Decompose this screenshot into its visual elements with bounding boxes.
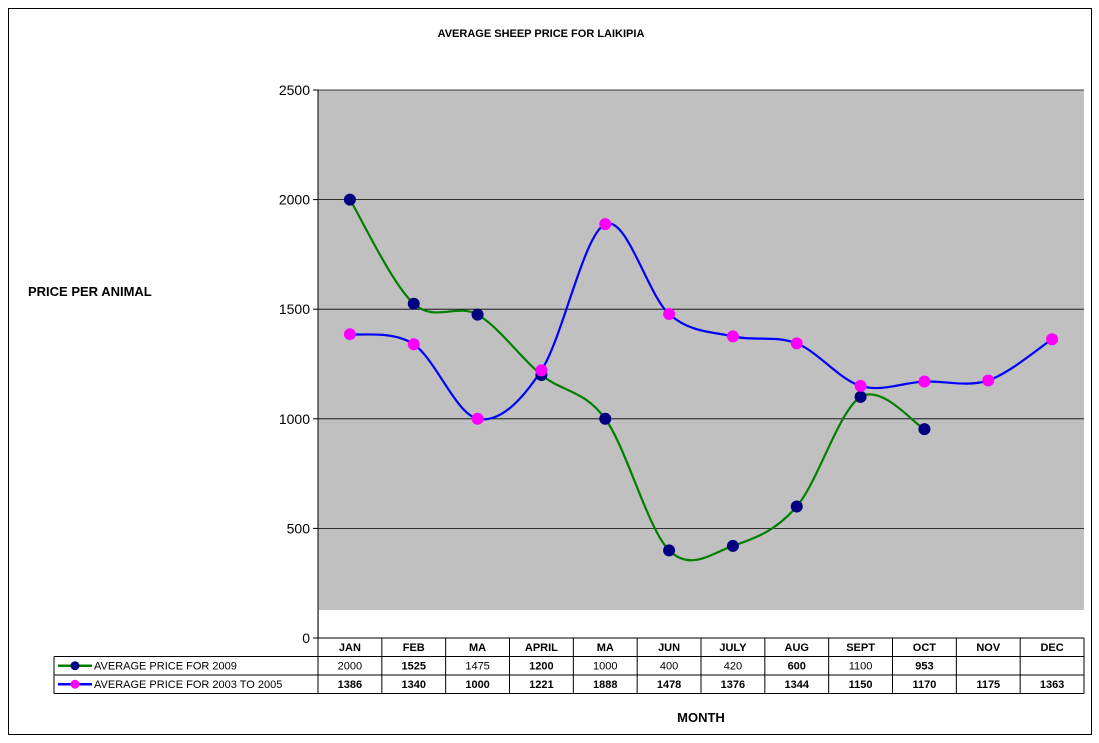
data-label: 2000 bbox=[338, 661, 362, 673]
series-line-1 bbox=[348, 199, 925, 562]
data-label: 1200 bbox=[529, 661, 553, 673]
series-1-point bbox=[407, 297, 420, 310]
data-label: 1150 bbox=[849, 679, 873, 691]
legend-label-2: AVERAGE PRICE FOR 2003 TO 2005 bbox=[94, 679, 282, 691]
series-1-point bbox=[854, 390, 867, 403]
chart-title: AVERAGE SHEEP PRICE FOR LAIKIPIA bbox=[438, 28, 645, 40]
data-label: 953 bbox=[915, 661, 933, 673]
y-tick-label: 1500 bbox=[279, 301, 310, 317]
x-tick-label: AUG bbox=[785, 642, 809, 654]
data-label: 1376 bbox=[721, 679, 745, 691]
series-1-point bbox=[471, 308, 484, 321]
data-label: 1888 bbox=[593, 679, 617, 691]
series-2-point bbox=[471, 412, 484, 425]
data-label: 420 bbox=[724, 661, 742, 673]
y-tick-label: 500 bbox=[287, 520, 311, 536]
series-2-point bbox=[343, 328, 356, 341]
data-label: 1221 bbox=[529, 679, 553, 691]
data-label: 1363 bbox=[1040, 679, 1064, 691]
series-2-point bbox=[1046, 333, 1059, 346]
x-tick-label: FEB bbox=[403, 642, 425, 654]
x-tick-label: MA bbox=[469, 642, 486, 654]
y-tick-label: 1000 bbox=[279, 411, 310, 427]
chart: AVERAGE SHEEP PRICE FOR LAIKIPIA PRICE P… bbox=[28, 28, 1085, 725]
data-label: 1000 bbox=[593, 661, 617, 673]
data-label: 1525 bbox=[402, 661, 426, 673]
series-2-point bbox=[918, 375, 931, 388]
x-tick-label: JUN bbox=[658, 642, 680, 654]
x-tick-label: JULY bbox=[719, 642, 747, 654]
series-2-point bbox=[599, 218, 612, 231]
x-tick-label: SEPT bbox=[846, 642, 875, 654]
x-tick-label: JAN bbox=[339, 642, 361, 654]
x-tick-label: OCT bbox=[913, 642, 937, 654]
data-label: 1478 bbox=[657, 679, 681, 691]
legend-marker-2 bbox=[70, 679, 80, 689]
series-1-point bbox=[918, 423, 931, 436]
series-1-point bbox=[343, 193, 356, 206]
legend-label-1: AVERAGE PRICE FOR 2009 bbox=[94, 661, 237, 673]
data-label: 400 bbox=[660, 661, 678, 673]
data-label: 1100 bbox=[849, 661, 873, 673]
x-tick-label: APRIL bbox=[525, 642, 558, 654]
legend-marker-1 bbox=[70, 661, 80, 671]
series-2-point bbox=[535, 364, 548, 377]
y-tick-label: 2500 bbox=[279, 82, 310, 98]
series-2-point bbox=[790, 337, 803, 350]
series-1-point bbox=[663, 544, 676, 557]
series-1-point bbox=[790, 500, 803, 513]
series-1-point bbox=[599, 412, 612, 425]
data-label: 1170 bbox=[912, 679, 936, 691]
x-tick-label: NOV bbox=[976, 642, 1001, 654]
x-tick-label: MA bbox=[597, 642, 614, 654]
series-2-point bbox=[663, 308, 676, 321]
chart-frame: AVERAGE SHEEP PRICE FOR LAIKIPIA PRICE P… bbox=[8, 8, 1092, 735]
series-2-point bbox=[407, 338, 420, 351]
series-2-point bbox=[982, 374, 995, 387]
data-label: 1344 bbox=[785, 679, 810, 691]
series-2-point bbox=[854, 379, 867, 392]
plot-bottom-band bbox=[319, 610, 1084, 638]
plot-area bbox=[318, 90, 1084, 638]
series-2-point bbox=[726, 330, 739, 343]
y-axis-title: PRICE PER ANIMAL bbox=[28, 284, 152, 299]
series-1-point bbox=[726, 539, 739, 552]
y-tick-label: 2000 bbox=[279, 192, 310, 208]
x-tick-label: DEC bbox=[1040, 642, 1063, 654]
data-label: 1175 bbox=[976, 679, 1000, 691]
x-axis-title: MONTH bbox=[677, 710, 725, 725]
data-label: 1000 bbox=[465, 679, 489, 691]
data-label: 1475 bbox=[465, 661, 489, 673]
data-label: 1340 bbox=[402, 679, 426, 691]
y-tick-label: 0 bbox=[302, 630, 310, 646]
data-label: 600 bbox=[788, 661, 806, 673]
data-label: 1386 bbox=[338, 679, 362, 691]
